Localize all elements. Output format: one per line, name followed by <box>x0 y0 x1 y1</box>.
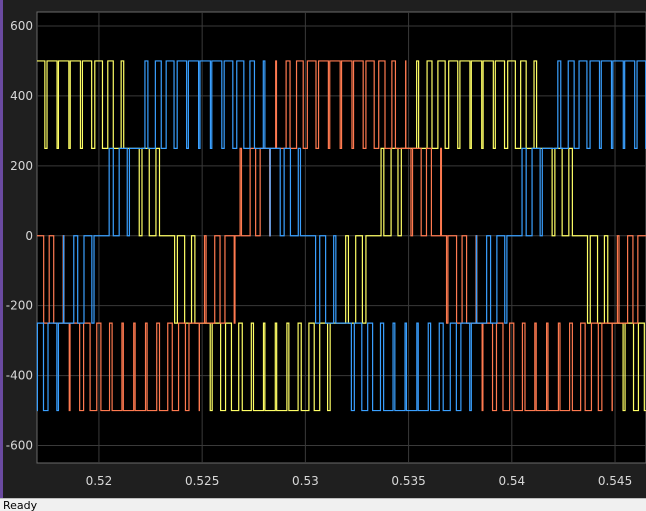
y-tick-label: -400 <box>6 369 33 383</box>
x-tick-label: 0.535 <box>391 474 425 488</box>
x-tick-label: 0.52 <box>86 474 113 488</box>
scope-plot[interactable]: 0.52 0.525 0.53 0.535 0.54 0.545 600 400 200 0 -20… <box>0 0 646 498</box>
phase-series-line <box>37 60 646 412</box>
y-tick-label: -200 <box>6 299 33 313</box>
axis-labels: 0.52 0.525 0.53 0.535 0.54 0.545 600 400 200 0 -20… <box>6 19 632 488</box>
y-tick-label: 0 <box>25 229 33 243</box>
window-accent-strip <box>0 0 3 500</box>
x-tick-label: 0.545 <box>598 474 632 488</box>
grid-lines <box>37 12 646 463</box>
y-tick-label: 400 <box>10 89 33 103</box>
status-bar: Ready <box>0 498 646 511</box>
y-tick-label: 200 <box>10 159 33 173</box>
x-tick-label: 0.525 <box>185 474 219 488</box>
x-tick-label: 0.53 <box>292 474 319 488</box>
x-tick-label: 0.54 <box>498 474 525 488</box>
y-tick-label: 600 <box>10 19 33 33</box>
y-tick-label: -600 <box>6 439 33 453</box>
status-text: Ready <box>3 499 38 511</box>
series-layer <box>36 60 646 412</box>
phase-series-line <box>36 60 646 412</box>
